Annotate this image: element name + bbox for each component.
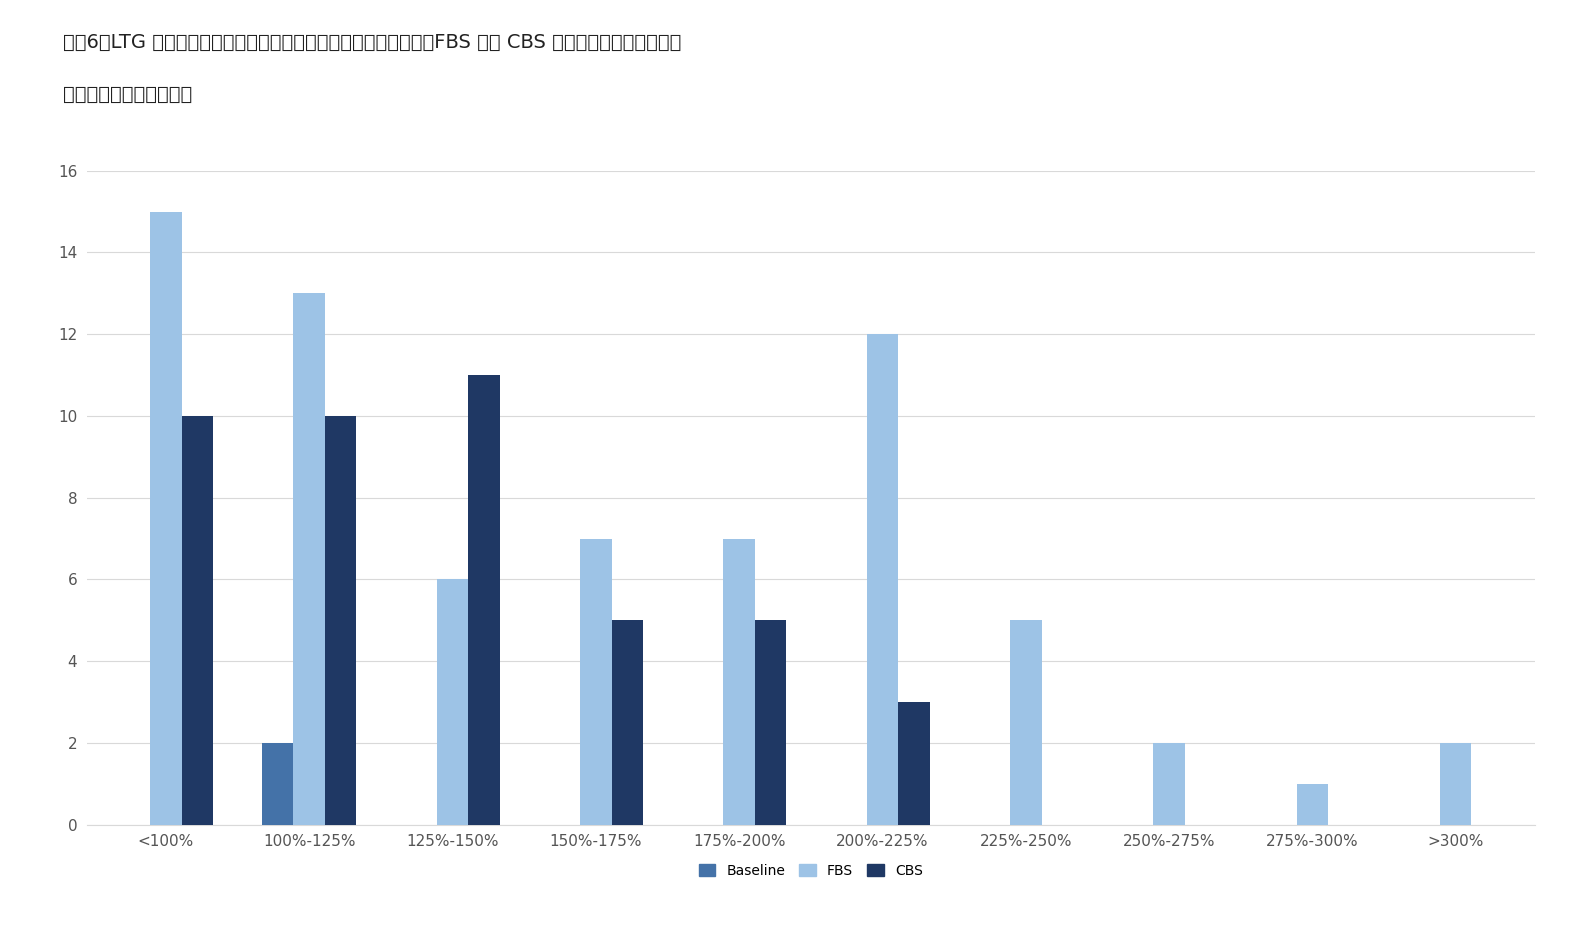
Bar — [1153, 743, 1185, 825]
Bar — [581, 538, 612, 825]
Bar — [755, 620, 786, 825]
Bar — [182, 416, 214, 825]
Bar — [324, 416, 356, 825]
Bar — [468, 375, 500, 825]
Bar — [150, 211, 182, 825]
Bar — [1440, 743, 1471, 825]
Text: 図袄6　LTG 措置と移行措置を非適用とした場合のベースライン、FBS 及び CBS における参加者のソルベ: 図袄6 LTG 措置と移行措置を非適用とした場合のベースライン、FBS 及び C… — [63, 33, 682, 52]
Bar — [263, 743, 293, 825]
Bar — [293, 293, 324, 825]
Bar — [1297, 784, 1329, 825]
Bar — [1009, 620, 1041, 825]
Bar — [899, 702, 930, 825]
Bar — [867, 335, 899, 825]
Text: ンシー比率バケット: ンシー比率バケット — [63, 85, 193, 104]
Legend: Baseline, FBS, CBS: Baseline, FBS, CBS — [693, 858, 929, 884]
Bar — [723, 538, 755, 825]
Bar — [612, 620, 644, 825]
Bar — [437, 579, 468, 825]
